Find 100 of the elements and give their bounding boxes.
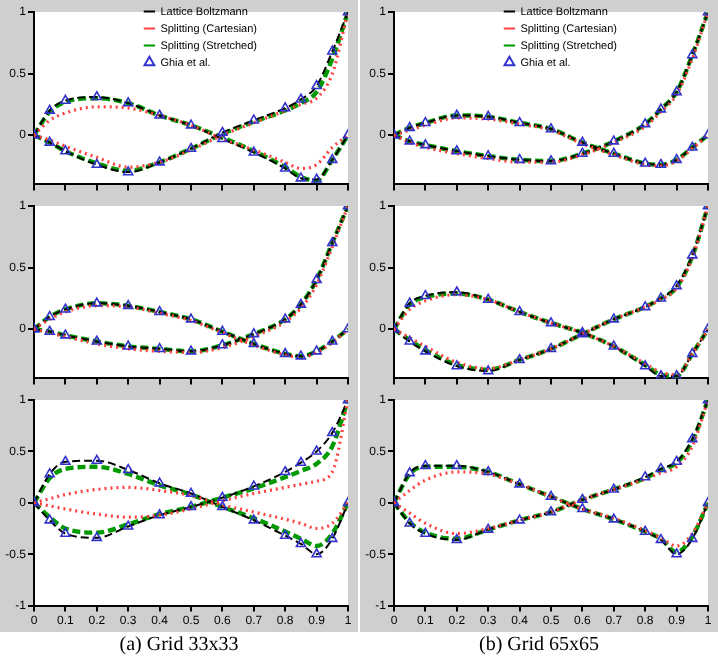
point bbox=[514, 153, 525, 164]
point bbox=[482, 150, 494, 160]
point bbox=[545, 490, 557, 501]
point bbox=[482, 110, 494, 121]
point bbox=[577, 147, 588, 158]
point bbox=[44, 310, 55, 321]
point bbox=[248, 514, 260, 524]
point bbox=[687, 49, 698, 59]
point bbox=[217, 500, 228, 511]
point bbox=[154, 305, 165, 316]
point bbox=[44, 104, 55, 114]
point bbox=[577, 136, 588, 146]
point bbox=[451, 533, 463, 544]
point bbox=[482, 523, 494, 533]
point bbox=[639, 525, 651, 535]
point bbox=[185, 500, 197, 511]
point bbox=[671, 548, 682, 558]
point bbox=[295, 456, 307, 467]
point bbox=[91, 335, 103, 345]
point bbox=[154, 109, 165, 119]
point bbox=[639, 157, 651, 167]
point bbox=[91, 297, 103, 307]
point bbox=[671, 455, 682, 466]
point bbox=[248, 337, 260, 348]
point bbox=[154, 156, 165, 166]
point bbox=[91, 90, 103, 101]
point bbox=[295, 298, 307, 308]
point bbox=[327, 153, 338, 164]
point bbox=[545, 122, 557, 133]
point bbox=[514, 478, 525, 488]
point bbox=[279, 465, 291, 476]
point bbox=[420, 527, 431, 538]
point bbox=[420, 345, 431, 355]
point bbox=[311, 548, 322, 558]
point bbox=[311, 273, 322, 284]
point bbox=[311, 345, 322, 355]
point bbox=[404, 121, 415, 132]
point bbox=[279, 347, 291, 358]
point bbox=[608, 340, 620, 350]
point bbox=[655, 103, 667, 113]
point bbox=[545, 316, 557, 327]
point bbox=[248, 480, 260, 490]
point bbox=[327, 335, 338, 345]
point bbox=[295, 172, 307, 182]
point bbox=[44, 514, 55, 524]
point bbox=[279, 102, 291, 112]
point bbox=[248, 146, 260, 156]
point bbox=[185, 487, 197, 497]
point bbox=[91, 531, 103, 542]
point bbox=[122, 97, 134, 107]
point bbox=[545, 506, 557, 516]
point bbox=[451, 145, 463, 155]
point bbox=[185, 142, 197, 153]
point bbox=[404, 135, 415, 145]
point bbox=[608, 483, 620, 493]
point bbox=[217, 491, 228, 502]
point bbox=[482, 365, 494, 375]
point bbox=[420, 138, 431, 149]
point bbox=[44, 136, 55, 146]
point bbox=[482, 465, 494, 476]
point bbox=[420, 459, 431, 470]
point bbox=[217, 126, 228, 137]
point bbox=[608, 147, 620, 158]
point bbox=[60, 145, 71, 155]
point bbox=[655, 369, 667, 379]
point bbox=[327, 426, 338, 437]
point bbox=[154, 342, 165, 353]
point bbox=[91, 454, 103, 465]
point bbox=[327, 532, 338, 543]
point bbox=[44, 468, 55, 478]
point bbox=[514, 514, 525, 524]
point bbox=[295, 350, 307, 360]
point bbox=[404, 297, 415, 307]
point bbox=[608, 313, 620, 323]
point bbox=[639, 300, 651, 311]
point bbox=[671, 280, 682, 290]
point bbox=[327, 236, 338, 247]
point bbox=[577, 502, 588, 513]
point bbox=[60, 303, 71, 313]
point bbox=[451, 360, 463, 370]
point bbox=[451, 109, 463, 119]
point bbox=[327, 45, 338, 55]
point bbox=[248, 114, 260, 124]
point bbox=[311, 79, 322, 90]
point bbox=[154, 509, 165, 519]
point bbox=[279, 162, 291, 172]
point bbox=[311, 445, 322, 455]
point bbox=[60, 94, 71, 105]
point bbox=[655, 533, 667, 544]
point bbox=[687, 532, 698, 543]
point bbox=[279, 313, 291, 323]
point bbox=[687, 249, 698, 259]
point bbox=[451, 459, 463, 470]
point bbox=[295, 537, 307, 548]
point bbox=[217, 339, 228, 349]
point bbox=[217, 132, 228, 143]
point bbox=[295, 93, 307, 103]
point bbox=[608, 513, 620, 523]
point bbox=[671, 86, 682, 96]
point bbox=[451, 286, 463, 296]
